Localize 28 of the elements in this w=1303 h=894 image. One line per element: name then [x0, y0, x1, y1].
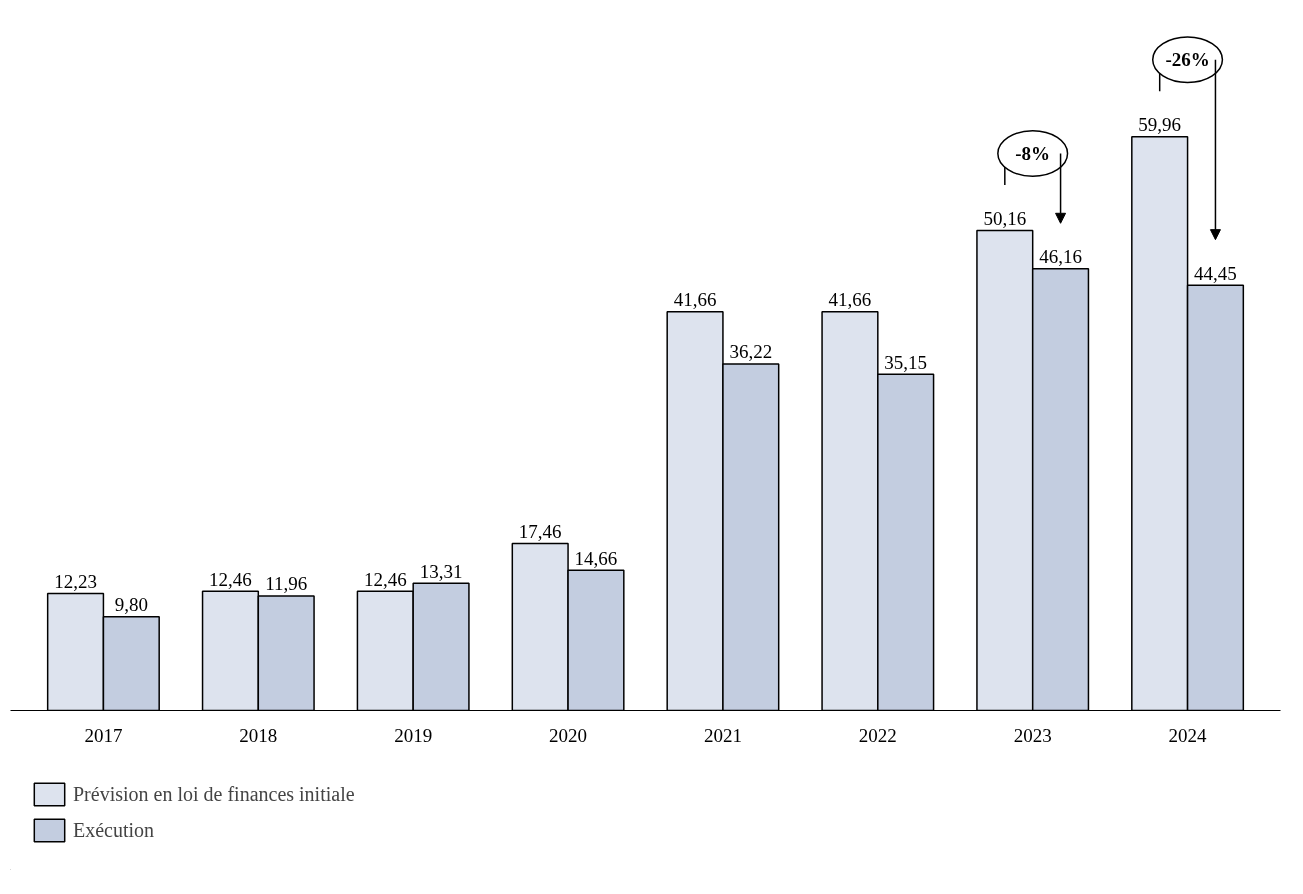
- x-tick-label: 2024: [1168, 724, 1208, 746]
- annotation: -8%: [1015, 143, 1051, 165]
- legend-label: Prévision en loi de finances initiale: [73, 782, 355, 806]
- data-label: 13,31: [419, 560, 463, 582]
- data-label: 9,80: [114, 594, 148, 616]
- data-label: 44,45: [1194, 262, 1237, 284]
- data-label: 17,46: [518, 520, 562, 542]
- x-tick-label: 2018: [239, 724, 278, 746]
- legend-label: Exécution: [73, 818, 155, 842]
- data-label: 11,96: [265, 573, 308, 595]
- data-label: 41,66: [828, 289, 872, 311]
- data-label: 12,46: [209, 568, 252, 590]
- x-tick-label: 2021: [703, 724, 742, 746]
- data-label: 59,96: [1138, 114, 1182, 136]
- x-tick-label: 2022: [858, 724, 897, 746]
- data-label: 46,16: [1039, 246, 1082, 268]
- data-label: 50,16: [983, 207, 1027, 229]
- x-tick-label: 2019: [394, 724, 433, 746]
- data-label: 36,22: [729, 341, 773, 363]
- data-label: 41,66: [673, 289, 717, 311]
- data-label: 12,23: [54, 570, 97, 592]
- x-tick-label: 2023: [1013, 724, 1052, 746]
- data-label: 14,66: [574, 547, 618, 569]
- x-tick-label: 2017: [84, 724, 123, 746]
- data-label: 12,46: [363, 568, 407, 590]
- x-tick-label: 2020: [549, 724, 588, 746]
- text: -26%: [1165, 49, 1210, 71]
- data-label: 35,15: [884, 351, 928, 373]
